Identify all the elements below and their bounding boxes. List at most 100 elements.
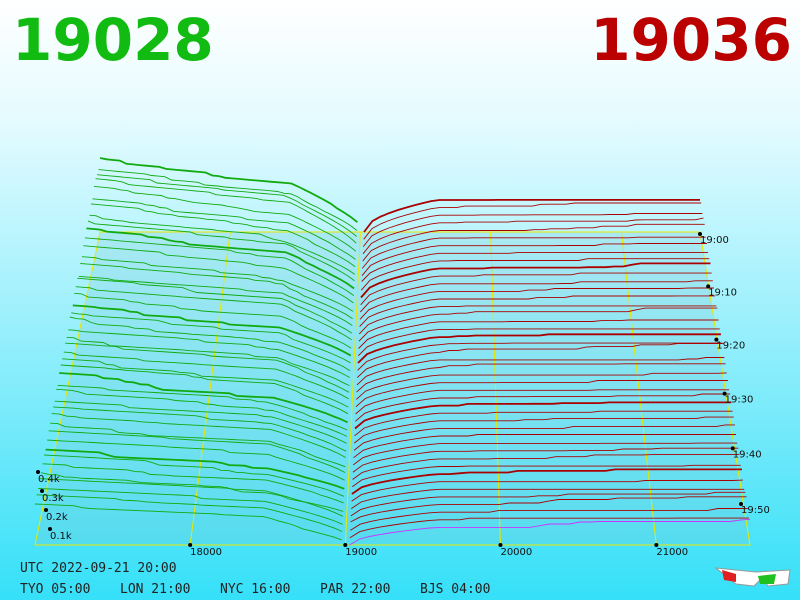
volume-label: 0.2k	[46, 512, 68, 523]
axis-labels: 18000 19000 20000 21000 0.4k 0.3k 0.2k 0.1k 19:0…	[36, 232, 770, 558]
time-label: 19:30	[725, 395, 754, 406]
ask-depth-curve	[352, 447, 739, 473]
bid-depth-curve	[87, 220, 355, 282]
ask-depth-curve	[355, 393, 731, 422]
bid-depth-curve	[92, 198, 356, 260]
bid-depth-curve	[77, 277, 353, 334]
time-label: 19:40	[733, 449, 762, 460]
clock: PAR 22:00	[320, 582, 390, 597]
ask-depth-curve	[352, 464, 741, 488]
bid-price: 19028	[12, 6, 214, 74]
price-tick	[654, 543, 659, 547]
bid-depth-curve	[71, 312, 351, 364]
ask-depth-curve	[354, 410, 733, 437]
bid-depth-curve	[99, 157, 358, 223]
clock: TYO 05:00	[20, 582, 90, 597]
bid-depth-curve	[66, 336, 350, 387]
bid-depth-curve	[84, 237, 355, 296]
bid-depth-curve	[53, 406, 347, 452]
time-tick	[722, 391, 727, 396]
bid-depth-curve	[62, 358, 349, 408]
bid-depth-curve	[37, 487, 343, 525]
ask-depth-curve	[357, 342, 723, 371]
bid-depth-curve	[86, 227, 355, 290]
bid-depth-curve	[44, 454, 345, 497]
volume-label: 0.3k	[42, 493, 64, 504]
ask-depth-curve	[360, 262, 711, 299]
price-label: 19000	[345, 547, 377, 558]
ask-depth-curve	[359, 287, 714, 320]
ask-depth-curve	[361, 252, 709, 282]
clock: BJS 04:00	[420, 582, 490, 597]
price-label: 20000	[500, 547, 532, 558]
volume-tick	[40, 489, 44, 493]
time-tick	[714, 337, 719, 342]
ask-price: 19036	[590, 6, 792, 74]
ask-depth-curve	[359, 295, 716, 327]
price-label: 18000	[190, 547, 222, 558]
bid-depth-curve	[93, 185, 357, 252]
bid-depth-curve	[56, 388, 347, 437]
bid-depth-curve	[39, 478, 343, 517]
ask-depth-curve	[350, 496, 747, 523]
clock: LON 21:00	[120, 582, 190, 597]
bid-depth-curve	[78, 275, 353, 326]
bid-depth-curve	[90, 203, 356, 268]
depth-curves	[34, 157, 751, 546]
ask-depth-curve	[362, 213, 703, 247]
ask-depth-curve	[353, 424, 735, 451]
ask-depth-curve	[362, 223, 705, 262]
price-label: 21000	[656, 547, 688, 558]
ask-depth-curve	[356, 363, 726, 393]
ask-depth-curve	[357, 328, 720, 357]
ask-depth-curve	[351, 479, 744, 502]
ask-depth-curve	[360, 258, 710, 291]
bid-depth-curve	[72, 304, 352, 357]
clock: NYC 16:00	[220, 582, 290, 597]
bid-depth-curve	[95, 178, 357, 244]
ask-depth-curve	[360, 272, 712, 306]
volume-label: 0.4k	[38, 474, 60, 485]
bid-depth-curve	[63, 351, 349, 400]
time-label: 19:00	[700, 235, 729, 246]
bid-depth-curve	[65, 342, 350, 393]
bid-depth-curve	[83, 245, 354, 304]
ask-depth-curve	[356, 357, 725, 386]
bid-depth-curve	[54, 400, 347, 444]
ask-depth-curve	[354, 401, 732, 430]
bid-depth-curve	[36, 494, 343, 532]
volume-tick	[48, 527, 52, 531]
ask-depth-curve	[354, 416, 734, 444]
ask-depth-curve	[356, 372, 727, 400]
ask-depth-curve	[355, 380, 728, 408]
bid-depth-curve	[48, 430, 346, 473]
bid-depth-curve	[81, 256, 354, 312]
ask-depth-curve	[361, 236, 706, 269]
ask-depth-curve	[363, 198, 700, 233]
ask-depth-curve	[358, 319, 719, 349]
ask-depth-curve	[361, 243, 707, 276]
price-tick	[188, 543, 193, 547]
ask-depth-curve	[352, 454, 740, 480]
price-grid-line	[344, 231, 361, 546]
ask-depth-curve	[358, 307, 718, 342]
3d-glasses-icon[interactable]	[714, 567, 791, 587]
bid-depth-curve	[80, 263, 353, 320]
bid-depth-curve	[51, 413, 346, 458]
bid-depth-curve	[34, 503, 342, 541]
ask-depth-curve	[350, 508, 748, 531]
bid-depth-curve	[59, 372, 348, 424]
price-tick	[498, 543, 503, 547]
price-grid-line	[620, 231, 657, 546]
time-tick	[739, 502, 743, 506]
bid-depth-curve	[74, 292, 352, 349]
ask-depth-curve	[362, 217, 704, 255]
bid-depth-curve	[42, 463, 344, 504]
time-tick	[730, 446, 735, 451]
volume-tick	[36, 470, 40, 474]
bid-depth-curve	[47, 439, 345, 481]
ask-depth-curve	[358, 305, 717, 335]
ask-depth-curve	[349, 518, 751, 546]
